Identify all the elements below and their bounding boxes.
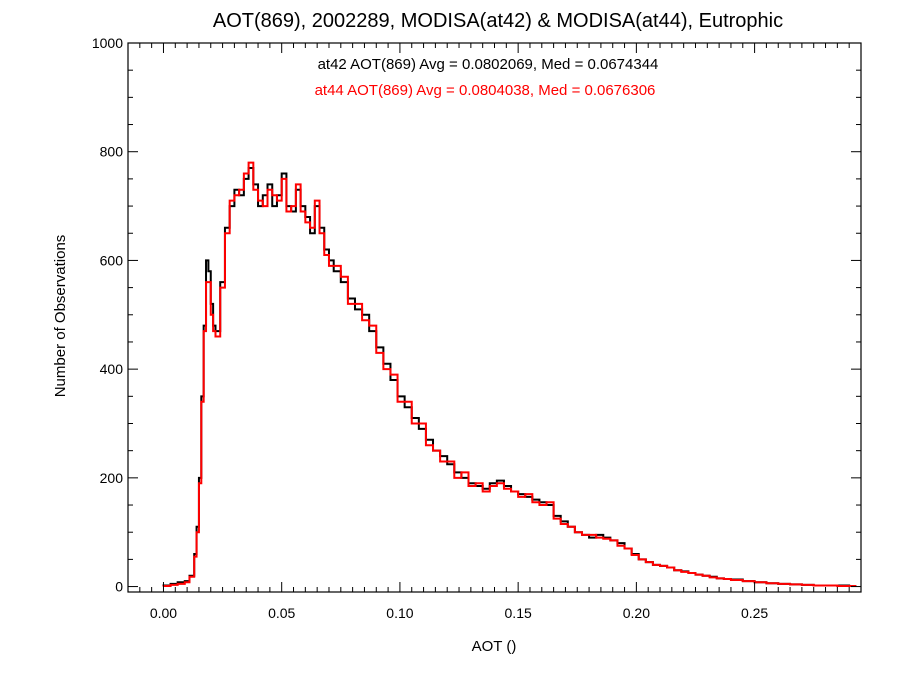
y-tick-label: 800 <box>100 144 124 160</box>
y-tick-label: 400 <box>100 361 124 377</box>
y-tick-label: 200 <box>100 470 124 486</box>
x-tick-label: 0.10 <box>386 605 413 621</box>
x-axis-label: AOT () <box>472 638 517 655</box>
x-tick-label: 0.05 <box>268 605 295 621</box>
y-tick-label: 1000 <box>92 35 123 51</box>
annotation-at42-stats: at42 AOT(869) Avg = 0.0802069, Med = 0.0… <box>318 56 659 73</box>
x-tick-label: 0.00 <box>150 605 177 621</box>
annotation-at44-stats: at44 AOT(869) Avg = 0.0804038, Med = 0.0… <box>315 82 656 99</box>
y-tick-label: 600 <box>100 252 124 268</box>
series-at42-line <box>162 167 857 588</box>
series-layer <box>162 161 857 588</box>
y-axis-label: Number of Observations <box>52 235 69 398</box>
y-tick-label: 0 <box>115 579 123 595</box>
x-tick-label: 0.20 <box>623 605 650 621</box>
plot-frame <box>127 42 862 593</box>
ticks-layer: 0.00 0.05 0.10 0.15 0.20 0.25 0 200 400 600 800 100… <box>92 35 862 621</box>
series-at44-line <box>162 161 857 588</box>
x-tick-label: 0.25 <box>741 605 768 621</box>
chart-title: AOT(869), 2002289, MODISA(at42) & MODISA… <box>213 10 783 32</box>
x-tick-label: 0.15 <box>505 605 532 621</box>
